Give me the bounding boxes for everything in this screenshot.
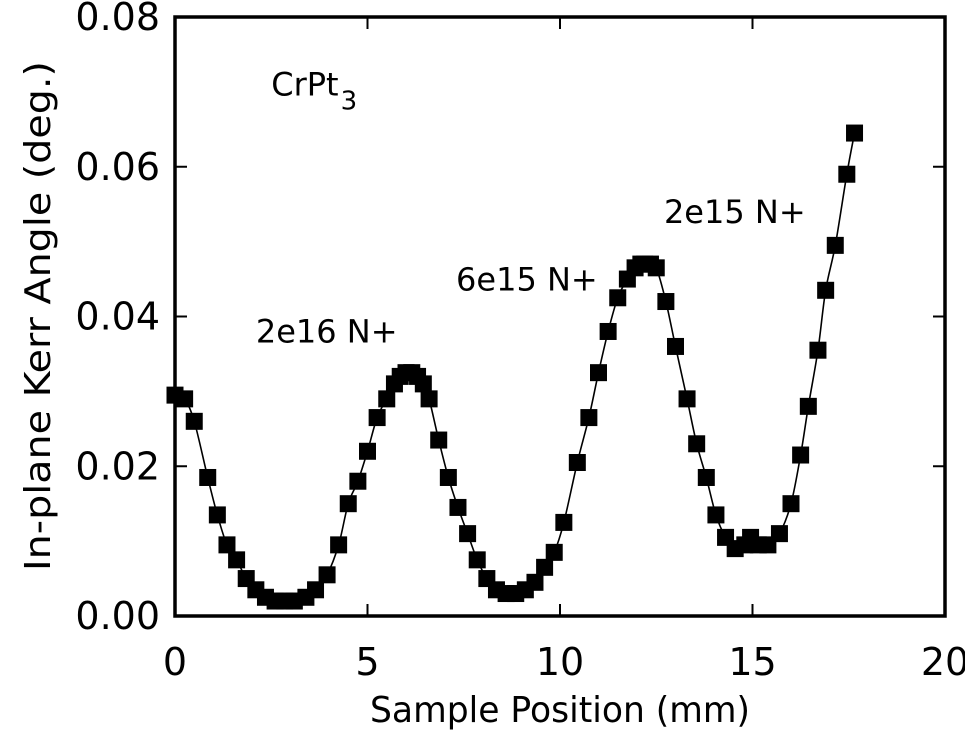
y-axis-label: In-plane Kerr Angle (deg.)	[18, 61, 59, 571]
data-point	[568, 454, 586, 472]
data-point	[185, 412, 203, 430]
data-point	[330, 536, 348, 554]
data-point	[707, 506, 725, 524]
x-tick-label: 15	[728, 640, 776, 684]
data-point	[459, 525, 477, 543]
x-axis-label: Sample Position (mm)	[370, 690, 750, 731]
annotation-label: 2e16 N+	[256, 313, 398, 351]
data-point	[782, 495, 800, 513]
data-point	[609, 289, 627, 307]
data-point	[809, 341, 827, 359]
x-tick-label: 10	[536, 640, 584, 684]
annotations: CrPt3 2e16 N+ 6e15 N+ 2e15 N+	[256, 66, 806, 351]
x-tick-label: 0	[163, 640, 187, 684]
data-point	[228, 551, 246, 569]
data-point	[318, 566, 336, 584]
data-point	[176, 390, 194, 408]
data-point	[688, 435, 706, 453]
data-point	[307, 581, 325, 599]
data-point	[199, 468, 217, 486]
data-point	[536, 558, 554, 576]
data-point	[439, 468, 457, 486]
data-point	[468, 551, 486, 569]
y-tick-label: 0.02	[75, 444, 160, 488]
data-point	[678, 390, 696, 408]
x-tick-label: 20	[921, 640, 965, 684]
data-point	[420, 390, 438, 408]
data-point	[657, 293, 675, 311]
annotation-label: 6e15 N+	[456, 260, 598, 298]
data-point	[339, 495, 357, 513]
data-point	[667, 337, 684, 355]
data-point	[359, 442, 376, 460]
data-point	[414, 375, 432, 393]
data-point	[430, 431, 448, 449]
data-point	[218, 536, 236, 554]
data-point	[817, 281, 835, 299]
annotation-label: CrPt3	[271, 66, 357, 117]
data-point	[590, 364, 607, 382]
data-point	[799, 397, 817, 415]
data-point	[208, 506, 226, 524]
data-point	[580, 409, 598, 427]
data-point	[838, 165, 856, 183]
data-point	[826, 236, 844, 254]
data-point	[647, 259, 665, 277]
x-tick-label: 5	[355, 640, 379, 684]
data-point	[545, 543, 563, 561]
y-tick-label: 0.08	[75, 0, 160, 39]
data-point	[368, 409, 386, 427]
data-point	[770, 525, 788, 543]
data-markers	[166, 124, 864, 610]
axis-ticks	[174, 16, 946, 617]
y-tick-label: 0.00	[75, 594, 160, 638]
annotation-label: 2e15 N+	[664, 193, 806, 231]
y-tick-label: 0.06	[75, 145, 160, 189]
data-point	[526, 573, 544, 591]
y-tick-label: 0.04	[75, 295, 160, 339]
data-point	[449, 498, 467, 516]
data-point	[349, 472, 367, 490]
data-point	[792, 446, 810, 464]
data-point	[846, 124, 864, 142]
data-point	[378, 390, 396, 408]
data-point	[697, 468, 715, 486]
data-point	[555, 513, 573, 531]
tick-labels: 0 5 10 15 20 0.00 0.02 0.04 0.06 0.08	[75, 0, 965, 684]
data-point	[599, 322, 617, 340]
